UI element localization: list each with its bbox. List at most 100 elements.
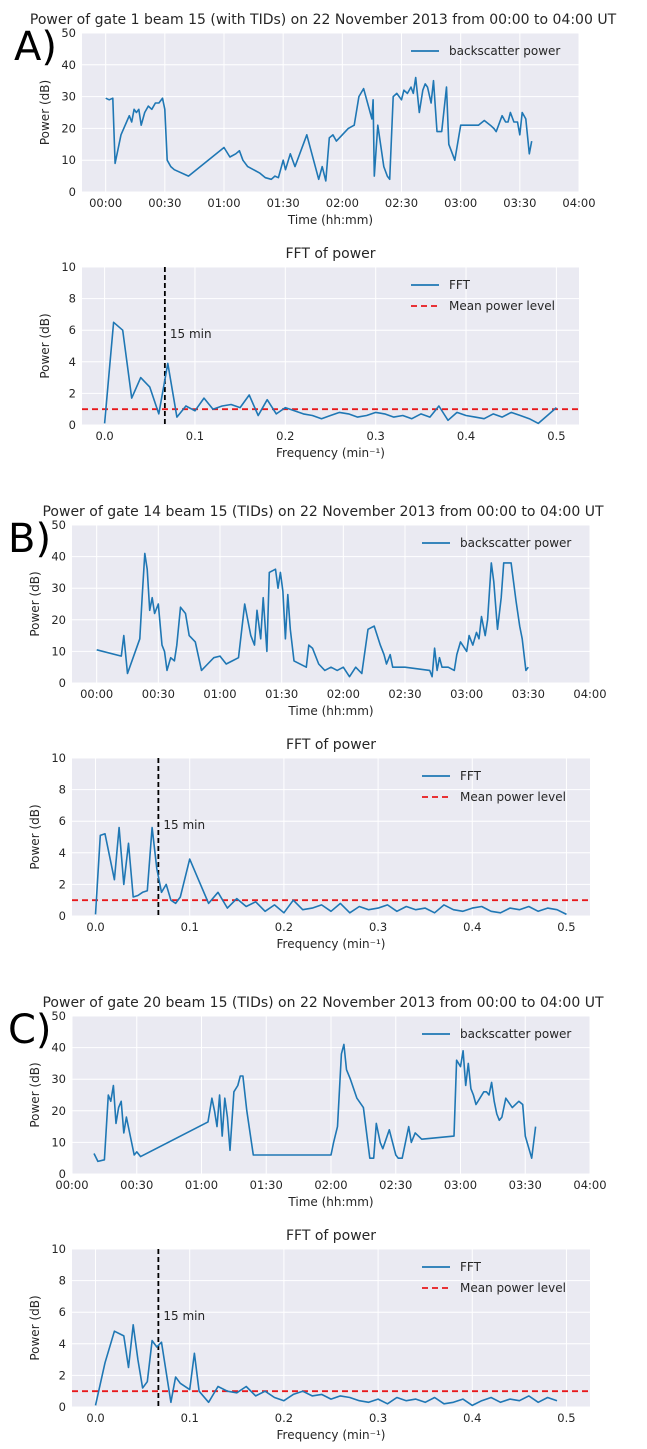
x-tick-label: 02:30 — [388, 687, 421, 701]
x-tick-label: 0.4 — [457, 429, 475, 443]
y-tick-label: 6 — [59, 814, 66, 828]
x-tick-label: 0.5 — [557, 920, 575, 934]
chart-B_fft: 0.0 0.1 0.2 0.3 0.4 0.5 0 2 4 6 8 10 FFT of power Fre… — [28, 737, 590, 951]
x-tick-label: 01:00 — [203, 687, 236, 701]
chart-title: FFT of power — [286, 737, 376, 753]
plot-area — [72, 758, 590, 916]
chart-B_time: 00:00 00:30 01:00 01:30 02:00 02:30 03:00 03:30… — [8, 504, 607, 718]
legend-label-series: backscatter power — [449, 44, 560, 58]
x-tick-label: 02:00 — [327, 687, 360, 701]
y-axis-label: Power (dB) — [28, 1062, 42, 1127]
x-tick-label: 03:30 — [512, 687, 545, 701]
plot-area — [82, 267, 579, 425]
legend-label-series: FFT — [460, 769, 482, 783]
x-tick-label: 00:30 — [142, 687, 175, 701]
y-tick-label: 2 — [59, 1368, 66, 1382]
fifteen-min-label: 15 min — [163, 818, 205, 832]
x-tick-label: 0.1 — [186, 429, 204, 443]
fifteen-min-label: 15 min — [163, 1309, 205, 1323]
panel-letter: C) — [8, 1007, 52, 1053]
x-tick-label: 0.5 — [557, 1411, 575, 1425]
y-tick-label: 20 — [51, 1104, 66, 1118]
x-tick-label: 00:30 — [120, 1178, 153, 1192]
y-tick-label: 50 — [51, 518, 66, 532]
y-tick-label: 0 — [59, 1400, 66, 1414]
x-tick-label: 0.0 — [86, 1411, 104, 1425]
y-tick-label: 10 — [51, 1242, 66, 1256]
legend-label-series: FFT — [449, 278, 471, 292]
y-tick-label: 0 — [59, 909, 66, 923]
y-tick-label: 2 — [59, 877, 66, 891]
legend-label-mean: Mean power level — [460, 1281, 566, 1295]
series-line — [105, 76, 533, 182]
y-tick-label: 40 — [51, 550, 66, 564]
x-tick-label: 03:00 — [450, 687, 483, 701]
x-tick-label: 01:30 — [265, 687, 298, 701]
y-tick-label: 8 — [69, 292, 76, 306]
x-tick-label: 02:30 — [385, 196, 418, 210]
fifteen-min-label: 15 min — [170, 327, 212, 341]
x-tick-label: 0.2 — [275, 920, 293, 934]
x-tick-label: 0.2 — [275, 1411, 293, 1425]
x-tick-label: 03:00 — [444, 1178, 477, 1192]
y-tick-label: 20 — [51, 613, 66, 627]
legend-label-series: backscatter power — [460, 1027, 571, 1041]
x-tick-label: 01:00 — [207, 196, 240, 210]
y-tick-label: 40 — [51, 1041, 66, 1055]
x-tick-label: 0.1 — [181, 1411, 199, 1425]
y-axis-label: Power (dB) — [28, 804, 42, 869]
y-axis-label: Power (dB) — [28, 571, 42, 636]
y-tick-label: 0 — [69, 185, 76, 199]
y-tick-label: 30 — [61, 90, 76, 104]
legend-label-mean: Mean power level — [449, 299, 555, 313]
y-axis-label: Power (dB) — [38, 313, 52, 378]
y-tick-label: 20 — [61, 121, 76, 135]
y-tick-label: 50 — [61, 26, 76, 40]
chart-title: FFT of power — [286, 1228, 376, 1244]
x-tick-label: 04:00 — [573, 687, 606, 701]
y-axis-label: Power (dB) — [38, 80, 52, 145]
x-tick-label: 02:00 — [314, 1178, 347, 1192]
chart-C_time: 00:00 00:30 01:00 01:30 02:00 02:30 03:00 03:30… — [8, 995, 607, 1209]
y-tick-label: 2 — [69, 386, 76, 400]
chart-title: Power of gate 1 beam 15 (with TIDs) on 2… — [30, 12, 617, 28]
y-tick-label: 4 — [59, 846, 66, 860]
y-tick-label: 0 — [69, 418, 76, 432]
y-tick-label: 6 — [69, 323, 76, 337]
y-tick-label: 4 — [69, 355, 76, 369]
series-line — [96, 552, 529, 678]
x-tick-label: 03:30 — [503, 196, 536, 210]
chart-A_time: 00:00 00:30 01:00 01:30 02:00 02:30 03:00 03:30… — [14, 12, 617, 227]
x-tick-label: 0.0 — [95, 429, 113, 443]
x-tick-label: 00:00 — [89, 196, 122, 210]
x-tick-label: 0.0 — [86, 920, 104, 934]
panel-letter: B) — [8, 516, 51, 562]
x-tick-label: 0.2 — [276, 429, 294, 443]
y-tick-label: 0 — [59, 1167, 66, 1181]
x-tick-label: 0.5 — [547, 429, 565, 443]
chart-title: Power of gate 14 beam 15 (TIDs) on 22 No… — [42, 504, 603, 520]
chart-A_fft: 0.0 0.1 0.2 0.3 0.4 0.5 0 2 4 6 8 10 FFT of power Fre… — [38, 246, 579, 460]
x-tick-label: 0.3 — [367, 429, 385, 443]
y-tick-label: 0 — [59, 676, 66, 690]
y-tick-label: 8 — [59, 1274, 66, 1288]
x-tick-label: 04:00 — [562, 196, 595, 210]
series-line — [94, 1324, 558, 1407]
x-tick-label: 01:30 — [267, 196, 300, 210]
chart-C_fft: 0.0 0.1 0.2 0.3 0.4 0.5 0 2 4 6 8 10 FFT of power Fre… — [28, 1228, 590, 1442]
x-axis-label: Frequency (min⁻¹) — [277, 1428, 386, 1442]
x-tick-label: 0.4 — [463, 920, 481, 934]
x-axis-label: Frequency (min⁻¹) — [276, 446, 385, 460]
chart-title: Power of gate 20 beam 15 (TIDs) on 22 No… — [42, 995, 603, 1011]
x-tick-label: 03:00 — [444, 196, 477, 210]
x-tick-label: 02:30 — [379, 1178, 412, 1192]
y-tick-label: 30 — [51, 581, 66, 595]
series-line — [94, 826, 567, 916]
x-tick-label: 00:30 — [148, 196, 181, 210]
x-axis-label: Time (hh:mm) — [287, 704, 373, 718]
y-tick-label: 10 — [51, 751, 66, 765]
x-tick-label: 01:30 — [250, 1178, 283, 1192]
x-axis-label: Frequency (min⁻¹) — [277, 937, 386, 951]
plot-area — [72, 1249, 590, 1407]
